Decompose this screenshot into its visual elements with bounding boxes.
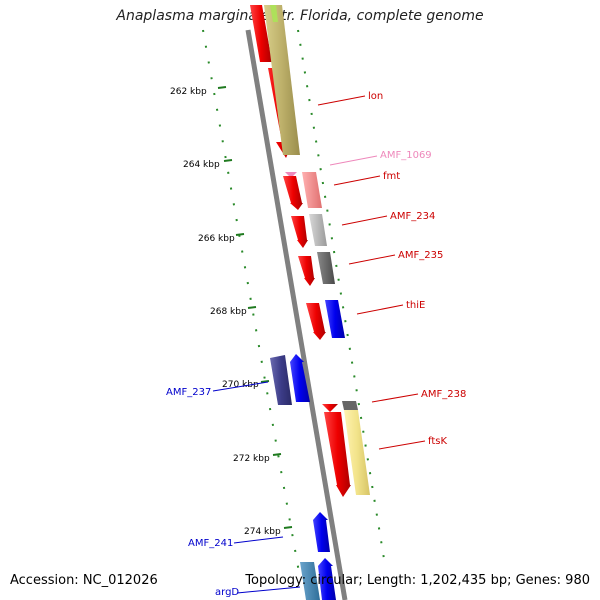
feature-amf238-cds[interactable] <box>322 401 358 497</box>
feature-amf241-cds[interactable] <box>313 512 330 552</box>
gene-label-fmt[interactable]: fmt <box>383 171 400 182</box>
gene-label-thie[interactable]: thiE <box>406 300 425 311</box>
feature-amf234-cds[interactable] <box>291 214 327 248</box>
gene-label-ftsk[interactable]: ftsK <box>428 436 447 447</box>
tick-label: 268 kbp <box>210 307 247 317</box>
gene-label-amf234[interactable]: AMF_234 <box>390 211 435 222</box>
label-leaders-right <box>317 95 426 450</box>
genome-backbone <box>245 29 348 600</box>
gene-label-amf241[interactable]: AMF_241 <box>188 538 233 549</box>
label-leaders-left <box>212 381 301 594</box>
genome-summary: Topology: circular; Length: 1,202,435 bp… <box>245 573 590 588</box>
feature-thie-cds[interactable] <box>306 300 345 340</box>
tick-label: 262 kbp <box>170 87 207 97</box>
gene-label-argd[interactable]: argD <box>215 587 239 598</box>
gene-label-amf235[interactable]: AMF_235 <box>398 250 443 261</box>
map-title: Anaplasma marginale str. Florida, comple… <box>116 8 484 24</box>
tick-label: 272 kbp <box>233 454 270 464</box>
feature-argd-cds[interactable] <box>300 558 336 600</box>
tick-label: 270 kbp <box>222 380 259 390</box>
feature-amf235-cds[interactable] <box>298 252 335 286</box>
accession-label: Accession: NC_012026 <box>10 573 158 588</box>
gene-label-amf237[interactable]: AMF_237 <box>166 387 211 398</box>
tick-marks <box>217 86 293 529</box>
feature-ftsk-gene-bar[interactable] <box>344 410 370 495</box>
feature-fmt-cds[interactable] <box>283 172 322 210</box>
feature-amf237-cds[interactable] <box>270 354 310 405</box>
feature-lon-gene-bar[interactable] <box>264 5 300 155</box>
gene-label-lon[interactable]: lon <box>368 91 383 102</box>
tick-label: 274 kbp <box>244 527 281 537</box>
tick-label: 264 kbp <box>183 160 220 170</box>
gene-label-amf1069[interactable]: AMF_1069 <box>380 150 432 161</box>
feature-amf1069-cds[interactable] <box>285 172 297 178</box>
gene-label-amf238[interactable]: AMF_238 <box>421 389 466 400</box>
tick-label: 266 kbp <box>198 234 235 244</box>
